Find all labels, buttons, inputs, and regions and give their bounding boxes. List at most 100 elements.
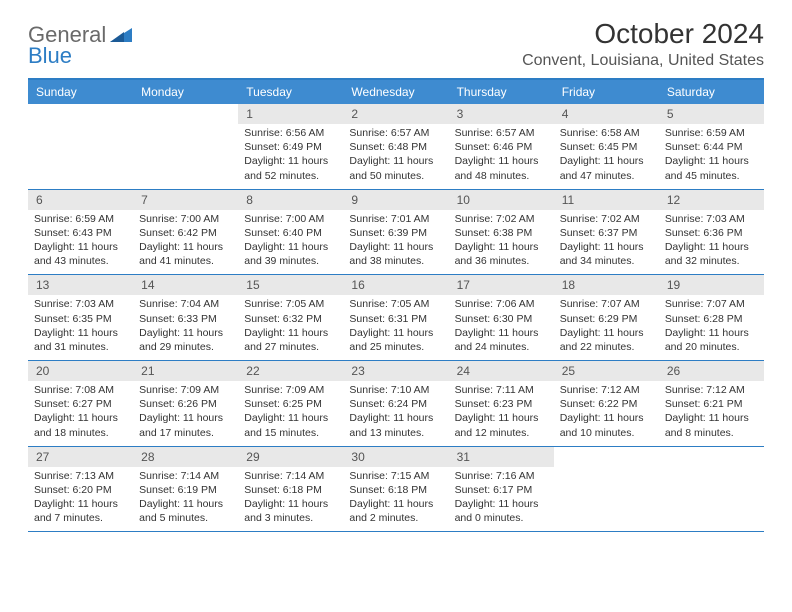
- day-details: Sunrise: 7:14 AMSunset: 6:18 PMDaylight:…: [238, 469, 343, 526]
- day-number: 6: [28, 190, 133, 210]
- day-cell: 5Sunrise: 6:59 AMSunset: 6:44 PMDaylight…: [659, 104, 764, 189]
- logo-text: General Blue: [28, 24, 106, 67]
- day-cell-empty: .: [28, 104, 133, 189]
- day-cell: 19Sunrise: 7:07 AMSunset: 6:28 PMDayligh…: [659, 275, 764, 360]
- header: General Blue October 2024 Convent, Louis…: [28, 18, 764, 70]
- day-number: 27: [28, 447, 133, 467]
- day-details: Sunrise: 7:07 AMSunset: 6:28 PMDaylight:…: [659, 297, 764, 354]
- day-number: 19: [659, 275, 764, 295]
- logo-line2: Blue: [28, 45, 106, 67]
- day-details: Sunrise: 7:12 AMSunset: 6:21 PMDaylight:…: [659, 383, 764, 440]
- day-cell: 22Sunrise: 7:09 AMSunset: 6:25 PMDayligh…: [238, 361, 343, 446]
- month-title: October 2024: [522, 18, 764, 50]
- day-number: 10: [449, 190, 554, 210]
- day-cell: 2Sunrise: 6:57 AMSunset: 6:48 PMDaylight…: [343, 104, 448, 189]
- day-cell: 17Sunrise: 7:06 AMSunset: 6:30 PMDayligh…: [449, 275, 554, 360]
- week-row: 27Sunrise: 7:13 AMSunset: 6:20 PMDayligh…: [28, 447, 764, 533]
- day-cell: 7Sunrise: 7:00 AMSunset: 6:42 PMDaylight…: [133, 190, 238, 275]
- day-cell: 18Sunrise: 7:07 AMSunset: 6:29 PMDayligh…: [554, 275, 659, 360]
- day-number: 22: [238, 361, 343, 381]
- weekday-header: Friday: [554, 80, 659, 104]
- weeks-grid: ..1Sunrise: 6:56 AMSunset: 6:49 PMDaylig…: [28, 104, 764, 532]
- day-cell: 8Sunrise: 7:00 AMSunset: 6:40 PMDaylight…: [238, 190, 343, 275]
- day-details: Sunrise: 7:07 AMSunset: 6:29 PMDaylight:…: [554, 297, 659, 354]
- day-details: Sunrise: 6:58 AMSunset: 6:45 PMDaylight:…: [554, 126, 659, 183]
- day-cell: 27Sunrise: 7:13 AMSunset: 6:20 PMDayligh…: [28, 447, 133, 532]
- day-number: 21: [133, 361, 238, 381]
- day-cell: 29Sunrise: 7:14 AMSunset: 6:18 PMDayligh…: [238, 447, 343, 532]
- day-details: Sunrise: 7:13 AMSunset: 6:20 PMDaylight:…: [28, 469, 133, 526]
- weekday-header: Wednesday: [343, 80, 448, 104]
- day-number: 18: [554, 275, 659, 295]
- day-number: 14: [133, 275, 238, 295]
- day-cell: 16Sunrise: 7:05 AMSunset: 6:31 PMDayligh…: [343, 275, 448, 360]
- day-details: Sunrise: 7:15 AMSunset: 6:18 PMDaylight:…: [343, 469, 448, 526]
- day-number: 17: [449, 275, 554, 295]
- location: Convent, Louisiana, United States: [522, 52, 764, 70]
- week-row: ..1Sunrise: 6:56 AMSunset: 6:49 PMDaylig…: [28, 104, 764, 190]
- day-number: 4: [554, 104, 659, 124]
- day-number: 8: [238, 190, 343, 210]
- day-cell: 11Sunrise: 7:02 AMSunset: 6:37 PMDayligh…: [554, 190, 659, 275]
- logo-triangle-icon: [110, 26, 132, 49]
- day-number: 25: [554, 361, 659, 381]
- weekday-header: Tuesday: [238, 80, 343, 104]
- day-details: Sunrise: 6:57 AMSunset: 6:46 PMDaylight:…: [449, 126, 554, 183]
- day-number: 28: [133, 447, 238, 467]
- calendar: SundayMondayTuesdayWednesdayThursdayFrid…: [28, 78, 764, 532]
- week-row: 6Sunrise: 6:59 AMSunset: 6:43 PMDaylight…: [28, 190, 764, 276]
- day-cell: 13Sunrise: 7:03 AMSunset: 6:35 PMDayligh…: [28, 275, 133, 360]
- day-details: Sunrise: 7:12 AMSunset: 6:22 PMDaylight:…: [554, 383, 659, 440]
- day-details: Sunrise: 7:05 AMSunset: 6:31 PMDaylight:…: [343, 297, 448, 354]
- weekday-header: Saturday: [659, 80, 764, 104]
- day-number: 29: [238, 447, 343, 467]
- day-details: Sunrise: 6:59 AMSunset: 6:43 PMDaylight:…: [28, 212, 133, 269]
- weekday-header-row: SundayMondayTuesdayWednesdayThursdayFrid…: [28, 80, 764, 104]
- day-details: Sunrise: 7:00 AMSunset: 6:42 PMDaylight:…: [133, 212, 238, 269]
- weekday-header: Thursday: [449, 80, 554, 104]
- day-cell-empty: .: [554, 447, 659, 532]
- day-details: Sunrise: 7:06 AMSunset: 6:30 PMDaylight:…: [449, 297, 554, 354]
- day-cell: 3Sunrise: 6:57 AMSunset: 6:46 PMDaylight…: [449, 104, 554, 189]
- day-details: Sunrise: 6:56 AMSunset: 6:49 PMDaylight:…: [238, 126, 343, 183]
- weekday-header: Monday: [133, 80, 238, 104]
- day-number: 3: [449, 104, 554, 124]
- day-number: 16: [343, 275, 448, 295]
- day-cell: 24Sunrise: 7:11 AMSunset: 6:23 PMDayligh…: [449, 361, 554, 446]
- logo: General Blue: [28, 18, 132, 67]
- day-number: 23: [343, 361, 448, 381]
- day-details: Sunrise: 6:57 AMSunset: 6:48 PMDaylight:…: [343, 126, 448, 183]
- day-cell: 20Sunrise: 7:08 AMSunset: 6:27 PMDayligh…: [28, 361, 133, 446]
- day-number: 1: [238, 104, 343, 124]
- day-details: Sunrise: 7:00 AMSunset: 6:40 PMDaylight:…: [238, 212, 343, 269]
- day-cell: 1Sunrise: 6:56 AMSunset: 6:49 PMDaylight…: [238, 104, 343, 189]
- day-details: Sunrise: 7:14 AMSunset: 6:19 PMDaylight:…: [133, 469, 238, 526]
- week-row: 13Sunrise: 7:03 AMSunset: 6:35 PMDayligh…: [28, 275, 764, 361]
- day-cell: 21Sunrise: 7:09 AMSunset: 6:26 PMDayligh…: [133, 361, 238, 446]
- day-number: 26: [659, 361, 764, 381]
- day-details: Sunrise: 7:09 AMSunset: 6:26 PMDaylight:…: [133, 383, 238, 440]
- day-details: Sunrise: 6:59 AMSunset: 6:44 PMDaylight:…: [659, 126, 764, 183]
- day-cell: 15Sunrise: 7:05 AMSunset: 6:32 PMDayligh…: [238, 275, 343, 360]
- day-cell-empty: .: [133, 104, 238, 189]
- title-block: October 2024 Convent, Louisiana, United …: [522, 18, 764, 70]
- day-details: Sunrise: 7:08 AMSunset: 6:27 PMDaylight:…: [28, 383, 133, 440]
- calendar-page: General Blue October 2024 Convent, Louis…: [0, 0, 792, 550]
- day-details: Sunrise: 7:04 AMSunset: 6:33 PMDaylight:…: [133, 297, 238, 354]
- day-cell: 12Sunrise: 7:03 AMSunset: 6:36 PMDayligh…: [659, 190, 764, 275]
- day-details: Sunrise: 7:10 AMSunset: 6:24 PMDaylight:…: [343, 383, 448, 440]
- day-details: Sunrise: 7:11 AMSunset: 6:23 PMDaylight:…: [449, 383, 554, 440]
- day-number: 31: [449, 447, 554, 467]
- day-details: Sunrise: 7:16 AMSunset: 6:17 PMDaylight:…: [449, 469, 554, 526]
- day-details: Sunrise: 7:02 AMSunset: 6:37 PMDaylight:…: [554, 212, 659, 269]
- day-cell: 10Sunrise: 7:02 AMSunset: 6:38 PMDayligh…: [449, 190, 554, 275]
- day-cell: 31Sunrise: 7:16 AMSunset: 6:17 PMDayligh…: [449, 447, 554, 532]
- day-number: 13: [28, 275, 133, 295]
- day-number: 24: [449, 361, 554, 381]
- day-details: Sunrise: 7:03 AMSunset: 6:35 PMDaylight:…: [28, 297, 133, 354]
- day-cell: 4Sunrise: 6:58 AMSunset: 6:45 PMDaylight…: [554, 104, 659, 189]
- day-number: 2: [343, 104, 448, 124]
- day-number: 9: [343, 190, 448, 210]
- day-number: 11: [554, 190, 659, 210]
- week-row: 20Sunrise: 7:08 AMSunset: 6:27 PMDayligh…: [28, 361, 764, 447]
